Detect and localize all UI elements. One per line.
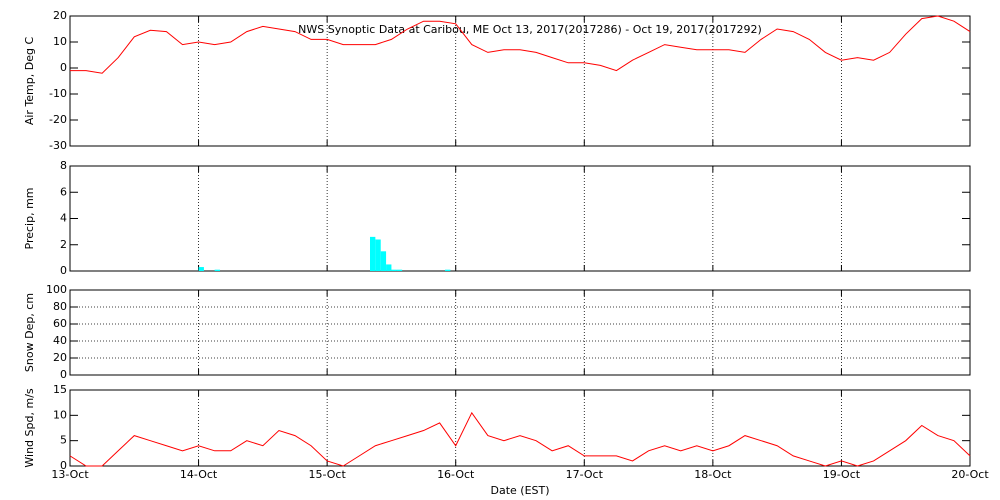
x-tick-label: 18-Oct [694,468,732,481]
plot-frame [69,165,971,272]
plot-frame [69,389,971,467]
y-tick-label: 4 [60,212,67,225]
bar [396,269,403,271]
bar [391,269,397,271]
x-tick-label: 13-Oct [51,468,89,481]
y-tick-label: 8 [60,159,67,172]
y-tick-label: 0 [60,61,67,74]
x-tick-label: 20-Oct [951,468,989,481]
y-axis-label: Precip, mm [23,188,36,250]
y-tick-label: 20 [53,9,67,22]
y-tick-label: 0 [60,264,67,277]
x-tick-label: 14-Oct [180,468,218,481]
y-tick-label: 0 [60,459,67,472]
y-tick-label: -10 [49,87,67,100]
bar [380,251,387,271]
y-tick-label: 10 [53,408,67,421]
chart-title: NWS Synoptic Data at Caribou, ME Oct 13,… [298,23,762,36]
y-axis-label: Wind Spd, m/s [23,388,36,468]
x-tick-label: 16-Oct [437,468,475,481]
bar [370,236,376,271]
y-tick-label: 6 [60,185,67,198]
y-tick-label: 0 [60,368,67,381]
y-axis-label: Snow Dep, cm [23,293,36,372]
bar [198,267,204,271]
y-tick-label: 80 [53,300,67,313]
bar [386,264,392,271]
x-tick-label: 19-Oct [823,468,861,481]
bar [445,269,451,271]
y-tick-label: -30 [49,139,67,152]
y-tick-label: 60 [53,317,67,330]
x-tick-label: 17-Oct [566,468,604,481]
y-tick-label: 15 [53,383,67,396]
bar [214,269,220,271]
data-line [70,15,971,74]
y-tick-label: 20 [53,351,67,364]
x-tick-label: 15-Oct [308,468,346,481]
bar [375,239,381,271]
data-line [69,411,971,467]
y-axis-label: Air Temp, Deg C [23,37,36,126]
plot-frame [69,15,971,147]
y-tick-label: 10 [53,35,67,48]
y-tick-label: 2 [60,238,67,251]
y-tick-label: -20 [49,113,67,126]
y-tick-label: 40 [53,334,67,347]
y-tick-label: 100 [46,283,67,296]
x-axis-label: Date (EST) [490,484,549,497]
y-tick-label: 5 [60,434,67,447]
plot-frame [69,289,971,376]
